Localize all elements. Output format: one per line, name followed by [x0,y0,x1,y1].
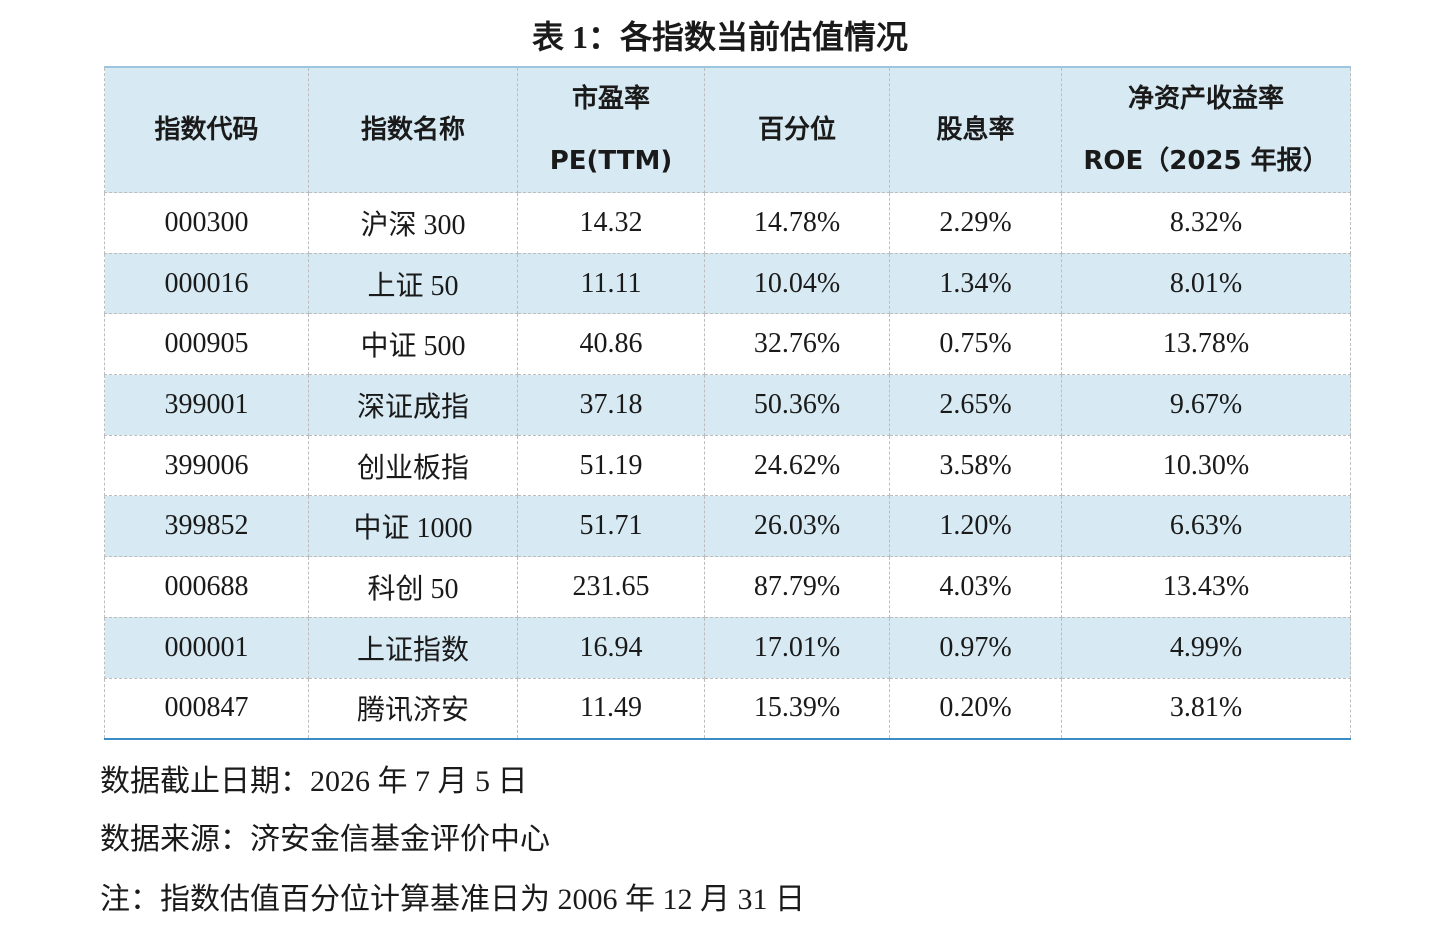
table-cell: 中证 500 [308,313,518,376]
table-cell: 50.36% [704,374,890,436]
table-cell: 4.99% [1061,616,1351,679]
table-body: 000300 沪深 300 14.32 14.78% 2.29% 8.32% 000016 上… [104,192,1351,741]
table-title: 表 1：各指数当前估值情况 [531,19,908,55]
table-cell: 9.67% [1061,374,1351,436]
table-row: 399001 深证成指 37.18 50.36% 2.65% 9.67% [104,374,1351,436]
table-cell: 11.11 [517,252,705,315]
note: 数据来源：济安金信基金评价中心 [100,823,550,856]
table-row: 000905 中证 500 40.86 32.76% 0.75% 13.78% [104,313,1351,376]
header-text: 指数代码 [154,115,259,145]
table-cell: 399852 [104,495,309,558]
table-row: 000688 科创 50 231.65 87.79% 4.03% 13.43% [104,556,1351,618]
table-cell: 上证指数 [308,616,518,679]
table-cell: 32.76% [704,313,890,376]
table-cell: 14.32 [517,192,705,254]
header-text: 净资产收益率 [1127,84,1284,114]
table-cell: 上证 50 [308,252,518,315]
table-cell: 17.01% [704,616,890,679]
table-cell: 创业板指 [308,434,518,497]
table-cell: 1.20% [889,495,1062,558]
table-cell: 3.58% [889,434,1062,497]
table-cell: 000905 [104,313,309,376]
table-cell: 11.49 [517,677,705,741]
table-cell: 0.20% [889,677,1062,741]
header-row: 指数代码 指数名称 市盈率 PE(TTM) 百分位 股息率 净资产收益率 ROE（2025 年… [104,66,1351,193]
table-row: 399852 中证 1000 51.71 26.03% 1.20% 6.63% [104,495,1351,558]
note: 注：指数估值百分位计算基准日为 2006 年 12 月 31 日 [100,883,805,916]
table-cell: 37.18 [517,374,705,436]
table-cell: 10.30% [1061,434,1351,497]
table-cell: 3.81% [1061,677,1351,741]
table-cell: 15.39% [704,677,890,741]
table-row: 000001 上证指数 16.94 17.01% 0.97% 4.99% [104,616,1351,679]
table-cell: 0.75% [889,313,1062,376]
table-header: 指数代码 指数名称 市盈率 PE(TTM) 百分位 股息率 净资产收益率 ROE（2025 年… [104,66,1351,193]
table-cell: 51.71 [517,495,705,558]
table-row: 000016 上证 50 11.11 10.04% 1.34% 8.01% [104,252,1351,315]
table-cell: 24.62% [704,434,890,497]
header-text: 指数名称 [360,115,465,145]
table-cell: 26.03% [704,495,890,558]
header-cell: 百分位 [704,66,890,193]
table-cell: 40.86 [517,313,705,376]
header-text: 股息率 [936,115,1015,145]
table-cell: 腾讯济安 [308,677,518,741]
table-cell: 87.79% [704,556,890,618]
table-cell: 2.29% [889,192,1062,254]
table-cell: 000688 [104,556,309,618]
table-cell: 沪深 300 [308,192,518,254]
header-cell: 指数名称 [308,66,518,193]
table-cell: 000001 [104,616,309,679]
header-text: ROE（2025 年报） [1083,146,1329,176]
header-cell: 市盈率 PE(TTM) [517,66,705,193]
table-cell: 1.34% [889,252,1062,315]
header-text: 市盈率 [571,84,650,114]
table-cell: 中证 1000 [308,495,518,558]
table-cell: 000847 [104,677,309,741]
table-row: 000300 沪深 300 14.32 14.78% 2.29% 8.32% [104,192,1351,254]
header-text: 百分位 [757,115,836,145]
table-cell: 399001 [104,374,309,436]
table-cell: 000300 [104,192,309,254]
table-cell: 8.01% [1061,252,1351,315]
table-row: 399006 创业板指 51.19 24.62% 3.58% 10.30% [104,434,1351,497]
table-cell: 8.32% [1061,192,1351,254]
note: 数据截止日期：2026 年 7 月 5 日 [100,765,528,798]
table-cell: 14.78% [704,192,890,254]
table-cell: 4.03% [889,556,1062,618]
table-cell: 13.43% [1061,556,1351,618]
header-cell: 指数代码 [104,66,309,193]
header-cell: 净资产收益率 ROE（2025 年报） [1061,66,1351,193]
table-cell: 深证成指 [308,374,518,436]
table-cell: 51.19 [517,434,705,497]
table-cell: 10.04% [704,252,890,315]
table-cell: 231.65 [517,556,705,618]
table-cell: 科创 50 [308,556,518,618]
table-cell: 399006 [104,434,309,497]
table-cell: 16.94 [517,616,705,679]
header-text: PE(TTM) [549,146,673,176]
table-cell: 2.65% [889,374,1062,436]
valuation-table: 指数代码 指数名称 市盈率 PE(TTM) 百分位 股息率 净资产收益率 ROE（2025 年… [104,66,1351,741]
table-cell: 6.63% [1061,495,1351,558]
table-cell: 13.78% [1061,313,1351,376]
table-row: 000847 腾讯济安 11.49 15.39% 0.20% 3.81% [104,677,1351,741]
table-cell: 0.97% [889,616,1062,679]
table-cell: 000016 [104,252,309,315]
header-cell: 股息率 [889,66,1062,193]
